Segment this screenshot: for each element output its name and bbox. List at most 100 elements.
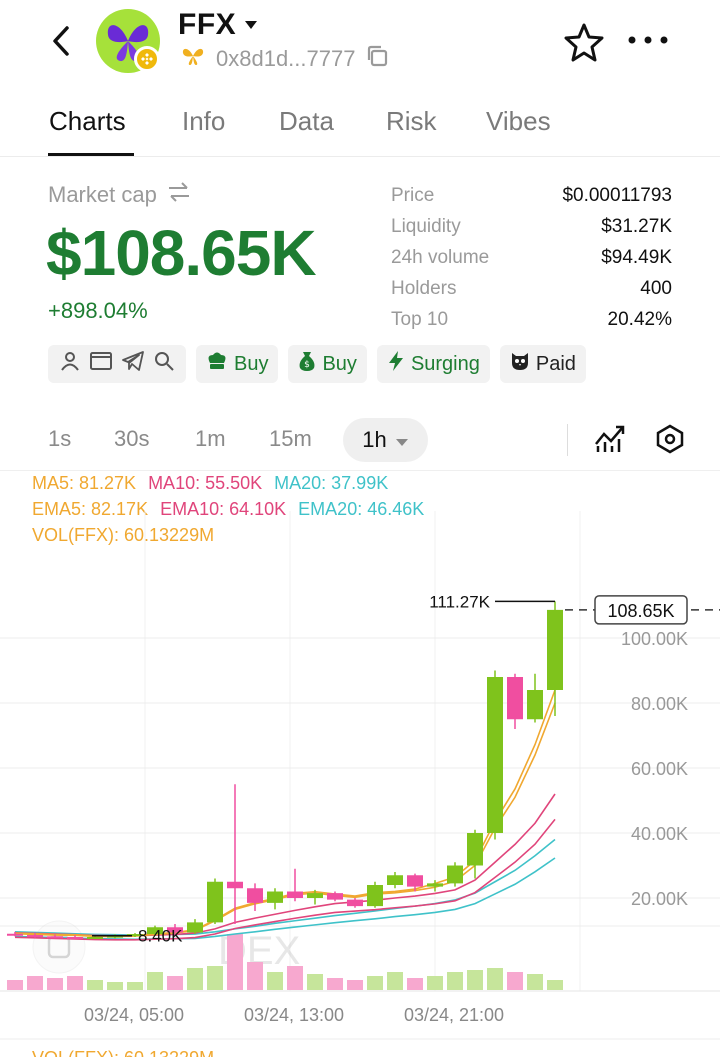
ma-legend: MA5: 81.27K MA10: 55.50K MA20: 37.99K [32,473,400,494]
star-icon[interactable] [563,22,605,67]
ema5-line [14,689,556,937]
candle-body [47,936,63,939]
price-chart[interactable]: MA5: 81.27K MA10: 55.50K MA20: 37.99K EMA5… [0,470,720,1057]
volume-bar [207,966,223,990]
timeframe-1h[interactable]: 1h [343,418,428,462]
candle-body [7,933,23,936]
money-bag-icon: $ [298,350,316,378]
volume-bar [347,980,363,990]
volume-bar [487,968,503,990]
timeframe-1m[interactable]: 1m [195,426,226,451]
volume-bar [127,982,143,990]
user-icon[interactable] [60,351,80,377]
volume-bar [187,968,203,990]
ema-legend: EMA5: 82.17K EMA10: 64.10K EMA20: 46.46K [32,499,436,520]
copy-icon[interactable] [365,44,389,73]
token-address: 0x8d1d...7777 [216,45,356,71]
candle-body [487,677,503,833]
stat-top-10: Top 10 20.42% [391,304,672,335]
current-price-box [594,595,688,625]
ma10-label: MA10: 55.50K [148,473,263,493]
volume-bar [307,974,323,990]
address-row[interactable]: 0x8d1d...7777 [180,44,389,73]
candle-body [347,899,363,907]
stat-key: 24h volume [391,246,490,268]
candlestick-chart: DEX20.00K40.00K60.00K80.00K100.00K03/24,… [0,511,720,1057]
tab-risk[interactable]: Risk [386,106,437,136]
y-axis-label: 20.00K [631,889,688,909]
tab-info[interactable]: Info [182,106,226,136]
candle-body [87,937,103,939]
buy-chip-2[interactable]: $ Buy [288,345,367,383]
stat-key: Liquidity [391,215,461,237]
candle-body [227,881,243,889]
volume-bar [407,978,423,990]
candle-body [367,885,383,907]
svg-text:$: $ [305,360,311,370]
candle-body [187,922,203,933]
volume-bar [267,972,283,990]
token-logo [96,9,160,73]
settings-hexagon-icon[interactable] [655,424,685,459]
volume-bar [507,972,523,990]
timeframe-30s[interactable]: 30s [114,426,150,451]
tab-vibes[interactable]: Vibes [486,106,551,136]
candle-body [247,888,263,903]
ma5-line [14,702,556,938]
chip-label: Surging [410,352,480,375]
indicator-icon[interactable] [594,424,626,459]
candle-body [147,927,163,935]
search-icon[interactable] [154,351,174,377]
token-stats: Price $0.00011793 Liquidity $31.27K 24h … [391,180,672,335]
ema10-line [14,818,556,941]
more-icon[interactable] [626,30,670,55]
ema10-label: EMA10: 64.10K [160,499,287,519]
candle-body [547,609,563,690]
token-name[interactable]: FFX [178,8,237,41]
timeframe-1s[interactable]: 1s [48,426,72,451]
paid-chip[interactable]: Paid [499,345,586,383]
stat-liquidity: Liquidity $31.27K [391,211,672,242]
back-icon[interactable] [46,24,76,58]
chip-label: Paid [535,352,576,375]
y-axis-label: 100.00K [621,629,688,649]
ma20-label: MA20: 37.99K [274,473,389,493]
tab-charts[interactable]: Charts [49,106,126,136]
buy-chip-1[interactable]: Buy [196,345,279,383]
owl-icon [510,351,530,377]
candle-body [507,677,523,720]
market-cap-label[interactable]: Market cap [48,182,191,208]
volume-bar [527,974,543,990]
stat-value: $0.00011793 [562,184,672,206]
vol-legend-bottom: VOL(FFX): 60.13229M [32,1048,214,1057]
stat-key: Holders [391,277,457,299]
stat-price: Price $0.00011793 [391,180,672,211]
chip-label: Buy [234,352,269,375]
stat-value: $31.27K [601,215,672,237]
volume-bar [147,972,163,990]
volume-bar [287,966,303,990]
candle-body [447,865,463,884]
current-price-label: 108.65K [607,601,674,621]
tab-data[interactable]: Data [279,106,334,136]
ema5-label: EMA5: 82.17K [32,499,149,519]
swap-icon[interactable] [167,182,191,208]
divider [567,424,568,456]
timeframe-15m[interactable]: 15m [269,426,312,451]
website-icon[interactable] [90,352,112,376]
volume-bar [547,980,563,990]
candle-body [387,875,403,885]
volume-bar [387,972,403,990]
candle-body [267,891,283,903]
candle-body [207,881,223,923]
candle-body [107,935,123,938]
chevron-down-icon[interactable] [243,18,259,36]
vol-legend: VOL(FFX): 60.13229M [32,525,215,545]
volume-bar [427,976,443,990]
stat-key: Top 10 [391,308,449,330]
ema20-line [14,857,556,941]
low-value-label: 8.40K [138,927,183,946]
surging-chip[interactable]: Surging [376,345,490,383]
telegram-icon[interactable] [122,351,144,377]
x-axis-label: 03/24, 13:00 [244,1005,344,1025]
